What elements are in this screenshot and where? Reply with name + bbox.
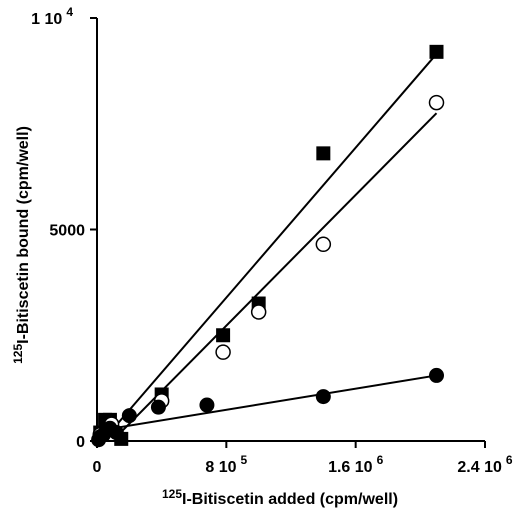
x-tick-label: 0 — [93, 459, 102, 476]
data-point-square — [216, 328, 231, 343]
data-point-filled-circle — [150, 399, 166, 415]
x-axis-title-text: I-Bitiscetin added (cpm/well) — [182, 491, 398, 508]
x-tick-label: 8 10 5 — [205, 453, 247, 476]
x-tick-label-exponent: 6 — [506, 453, 513, 467]
data-point-open-circle — [315, 236, 332, 253]
data-point-filled-circle — [121, 408, 137, 424]
y-tick-label: 0 — [76, 434, 85, 451]
y-axis-title-sup: 125 — [11, 344, 25, 364]
x-tick-label-exponent: 6 — [377, 453, 384, 467]
x-tick-label-text: 1.6 10 — [328, 459, 373, 476]
data-point-square — [429, 44, 444, 59]
data-point-open-circle — [215, 344, 231, 360]
y-tick-label-text: 0 — [76, 434, 85, 451]
data-point-filled-circle — [108, 425, 124, 441]
fit-lines — [100, 53, 438, 438]
fit-line-circle-filled — [100, 374, 437, 432]
y-tick-label: 1 10 4 — [31, 5, 73, 28]
y-tick-label-text: 5000 — [49, 223, 85, 240]
y-tick-label: 5000 — [49, 223, 85, 240]
y-tick-label-exponent: 4 — [66, 5, 73, 19]
ticks: 0 8 10 5 1.6 10 6 2.4 10 6 0 5000 1 10 4 — [31, 5, 513, 476]
x-tick-label-text: 0 — [93, 459, 102, 476]
fit-line-circle-open — [115, 112, 438, 438]
x-tick-label: 1.6 10 6 — [328, 453, 383, 476]
data-point-open-circle — [250, 304, 267, 320]
data-point-filled-circle — [315, 389, 331, 405]
data-point-filled-circle — [429, 367, 444, 383]
fit-line-square-filled — [109, 53, 438, 434]
x-axis-title-sup: 125 — [162, 487, 182, 501]
x-tick-label: 2.4 10 6 — [457, 453, 512, 476]
data-point-square — [316, 146, 331, 161]
y-axis-title-text: I-Bitiscetin bound (cpm/well) — [15, 126, 32, 344]
data-points — [91, 44, 445, 448]
x-axis-title: 125I-Bitiscetin added (cpm/well) — [162, 487, 398, 508]
y-axis-title: 125I-Bitiscetin bound (cpm/well) — [11, 126, 32, 364]
data-point-filled-circle — [199, 397, 215, 413]
x-tick-label-text: 2.4 10 — [457, 459, 502, 476]
data-point-open-circle — [428, 94, 445, 111]
x-tick-label-exponent: 5 — [241, 453, 248, 467]
x-tick-label-text: 8 10 — [205, 459, 236, 476]
y-tick-label-text: 1 10 — [31, 11, 62, 28]
